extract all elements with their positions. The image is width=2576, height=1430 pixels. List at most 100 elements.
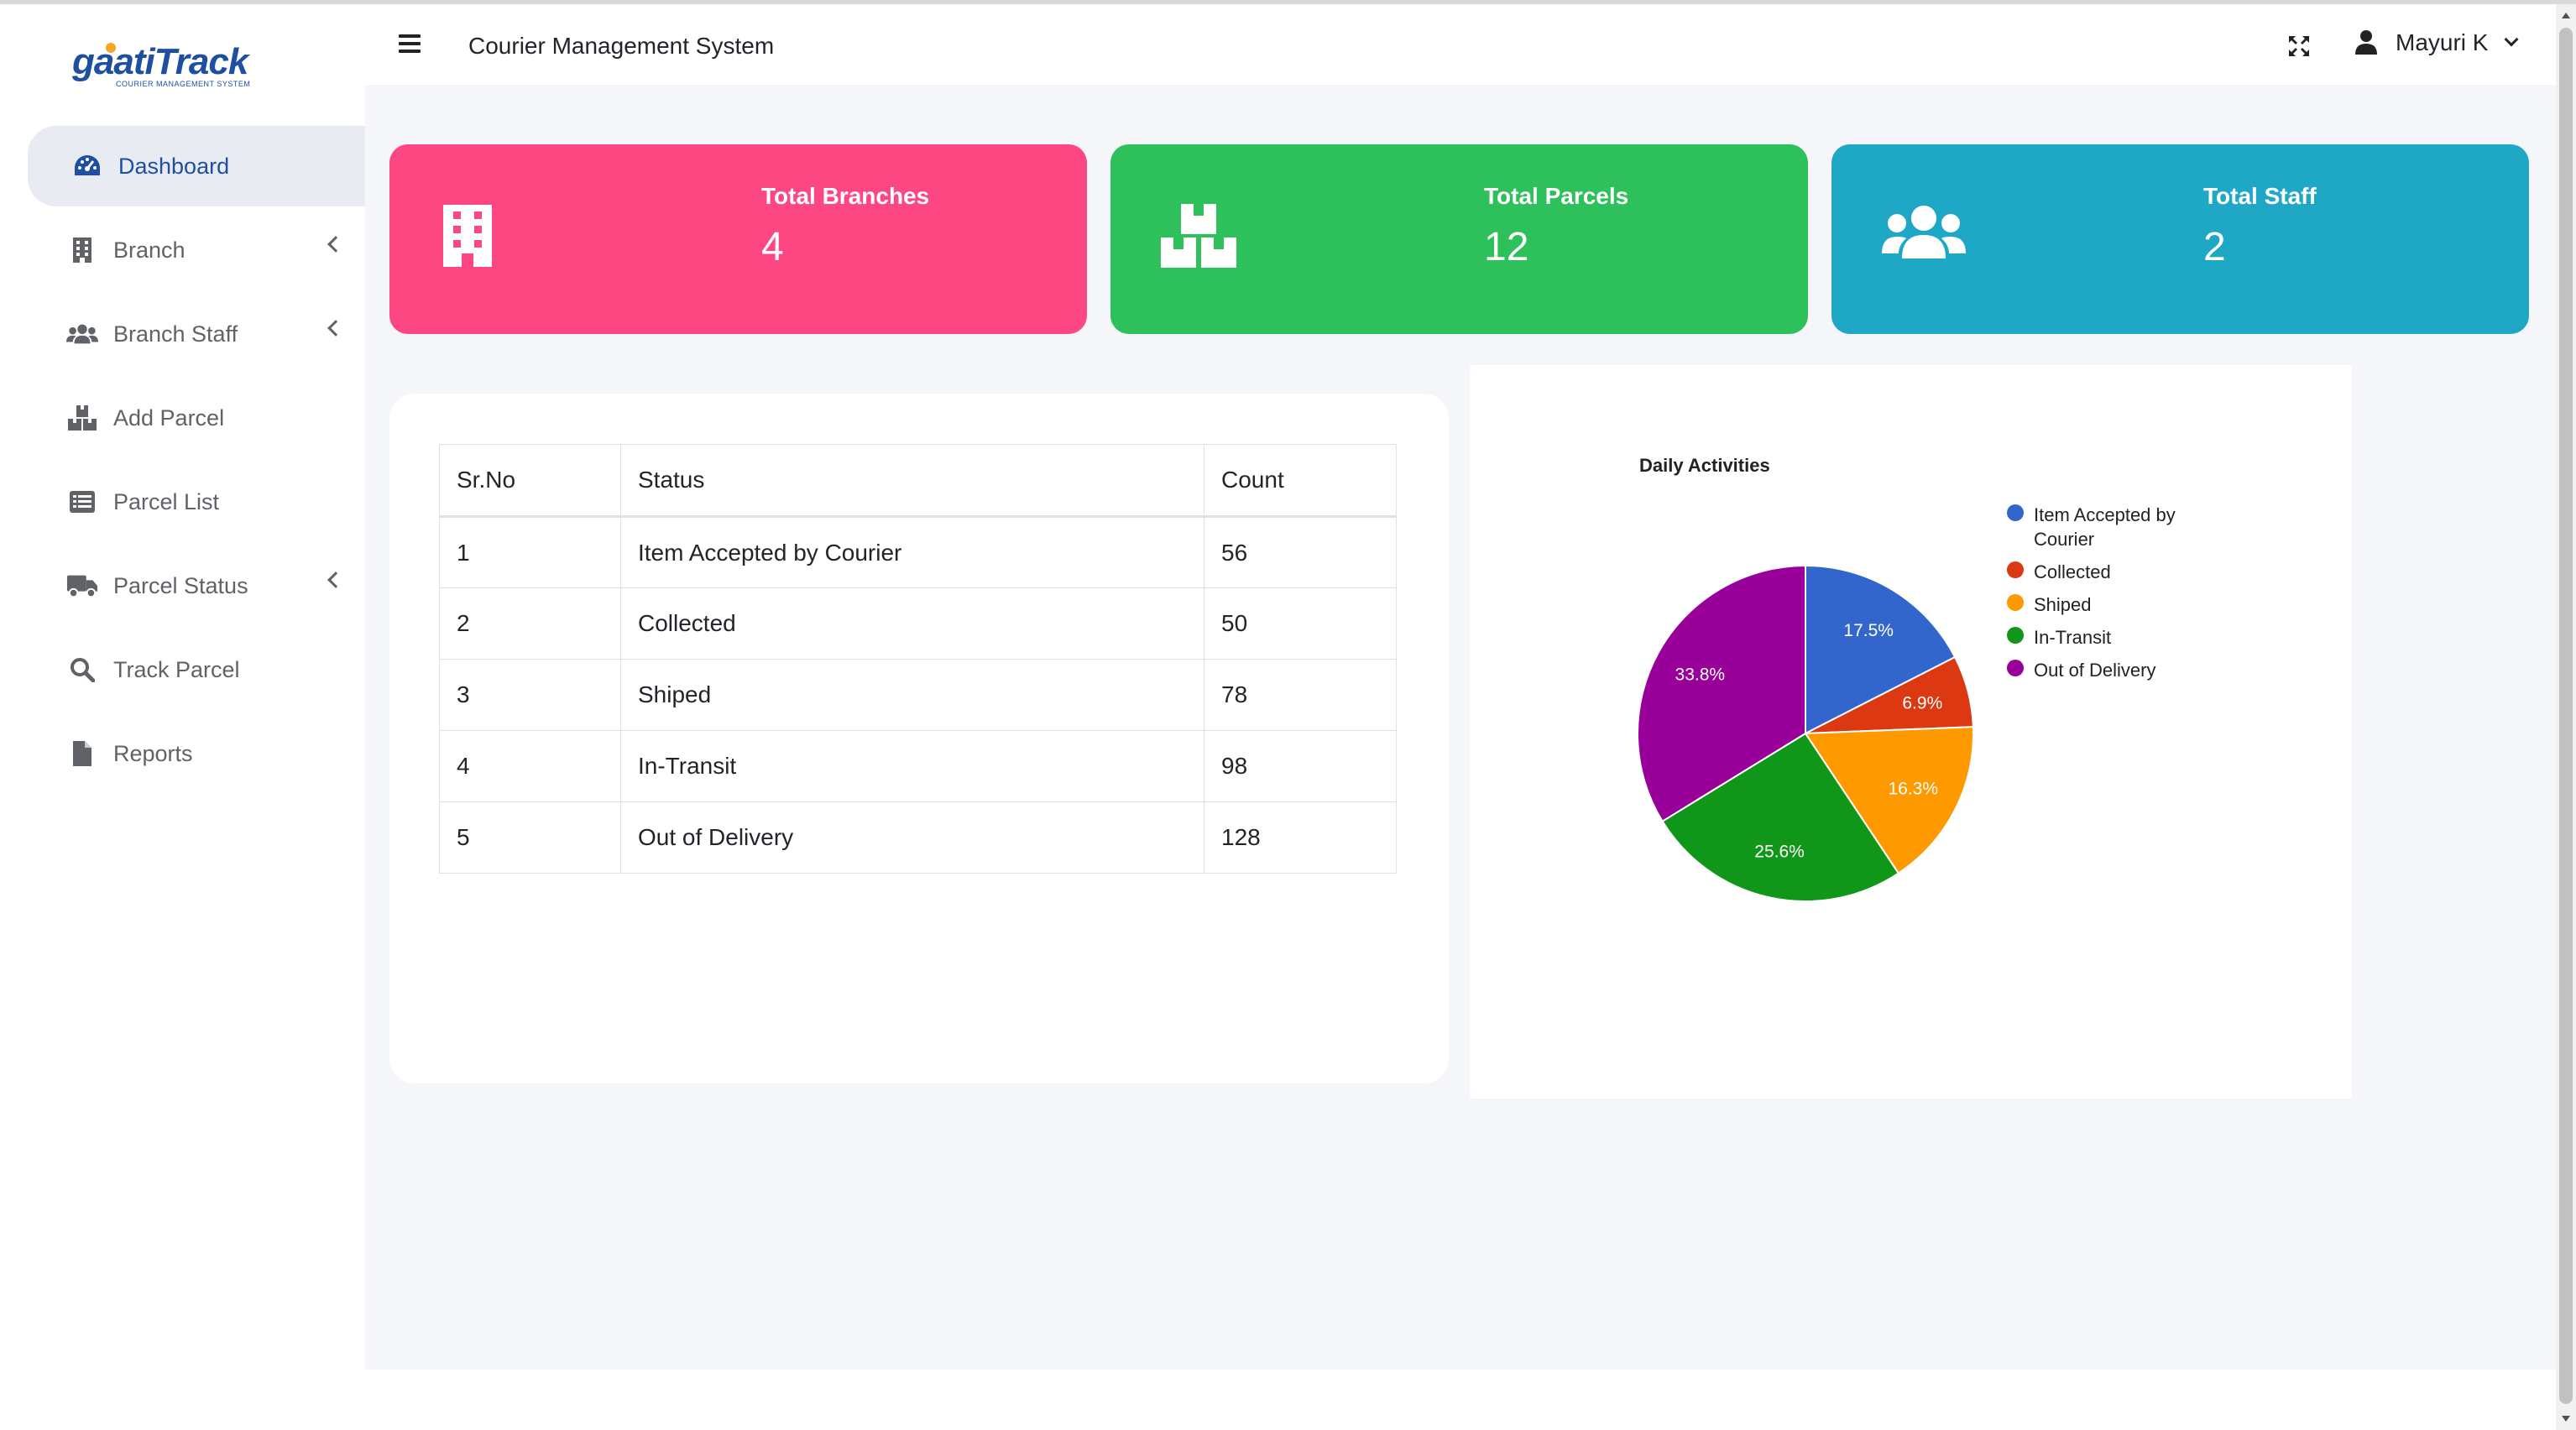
legend-label: Collected bbox=[2034, 561, 2111, 582]
sidebar-item-track-parcel[interactable]: Track Parcel bbox=[28, 629, 365, 710]
sidebar-item-label: Parcel List bbox=[113, 488, 220, 514]
fullscreen-expand-icon[interactable] bbox=[2287, 34, 2311, 58]
sidebar-item-label: Track Parcel bbox=[113, 656, 240, 682]
card-title: Total Staff bbox=[2203, 183, 2317, 209]
building-icon bbox=[440, 203, 524, 279]
vertical-scrollbar[interactable] bbox=[2556, 4, 2576, 1430]
table-row: 2 Collected 50 bbox=[439, 587, 1397, 660]
card-total-branches[interactable]: Total Branches 4 bbox=[389, 144, 1087, 334]
dashboard-gauge-icon bbox=[71, 153, 103, 180]
chevron-left-icon bbox=[327, 236, 344, 253]
sidebar-item-branch-staff[interactable]: Branch Staff bbox=[28, 294, 365, 374]
file-icon bbox=[66, 740, 98, 767]
sidebar-item-parcel-list[interactable]: Parcel List bbox=[28, 462, 365, 542]
card-total-staff[interactable]: Total Staff 2 bbox=[1831, 144, 2529, 334]
pie-slice[interactable] bbox=[1805, 564, 1957, 735]
legend-item[interactable]: Item Accepted by Courier bbox=[2007, 503, 2218, 551]
column-header: Count bbox=[1204, 444, 1397, 518]
scroll-down-arrow-icon[interactable] bbox=[2562, 1416, 2570, 1422]
browser-top-border bbox=[0, 0, 2576, 4]
card-total-parcels[interactable]: Total Parcels 12 bbox=[1110, 144, 1808, 334]
daily-activities-chart-card: 17.5% 6.9% 16.3% 25.6% 33.8% Daily Activitie… bbox=[1470, 365, 2352, 1099]
page-footer-area bbox=[365, 1370, 2556, 1430]
list-icon bbox=[66, 488, 98, 515]
user-icon bbox=[2355, 29, 2380, 56]
chart-legend: Item Accepted by Courier Collected Shipe… bbox=[2007, 503, 2218, 691]
logo-dot bbox=[106, 43, 116, 53]
table-cell: 3 bbox=[439, 659, 621, 731]
table-cell: 50 bbox=[1204, 587, 1397, 660]
pie-slice[interactable] bbox=[1804, 726, 1974, 874]
table-cell: In-Transit bbox=[620, 730, 1204, 802]
card-value: 2 bbox=[2203, 225, 2226, 269]
logo-subtitle: COURIER MANAGEMENT SYSTEM bbox=[116, 80, 251, 88]
card-title: Total Parcels bbox=[1484, 183, 1629, 209]
sidebar-item-label: Branch bbox=[113, 237, 185, 263]
pie-slice-label: 6.9% bbox=[1902, 694, 1942, 713]
legend-swatch bbox=[2007, 660, 2024, 676]
chevron-down-icon bbox=[2504, 32, 2519, 47]
building-icon bbox=[66, 237, 98, 264]
pie-slice-label: 17.5% bbox=[1843, 621, 1894, 640]
table-row: 1 Item Accepted by Courier 56 bbox=[439, 516, 1397, 588]
boxes-icon bbox=[66, 404, 98, 431]
brand-logo[interactable]: gaatiTrack COURIER MANAGEMENT SYSTEM bbox=[72, 41, 274, 108]
user-menu[interactable]: Mayuri K bbox=[2355, 29, 2519, 56]
search-icon bbox=[66, 656, 98, 683]
top-header: Courier Management System Mayuri K bbox=[365, 4, 2556, 85]
pie-slice-label: 16.3% bbox=[1888, 780, 1938, 799]
users-icon bbox=[66, 321, 98, 347]
legend-swatch bbox=[2007, 561, 2024, 578]
sidebar-item-branch[interactable]: Branch bbox=[28, 210, 365, 290]
table-header-row: Sr.No Status Count bbox=[439, 444, 1397, 518]
table-row: 5 Out of Delivery 128 bbox=[439, 801, 1397, 874]
pie-slice[interactable] bbox=[1637, 564, 1806, 823]
chevron-left-icon bbox=[327, 571, 344, 588]
legend-item[interactable]: Collected bbox=[2007, 560, 2218, 584]
legend-label: Shiped bbox=[2034, 594, 2092, 615]
table-cell: 56 bbox=[1204, 516, 1397, 588]
table-cell: Out of Delivery bbox=[620, 801, 1204, 874]
truck-icon bbox=[66, 572, 98, 599]
sidebar: gaatiTrack COURIER MANAGEMENT SYSTEM Das… bbox=[0, 4, 365, 1430]
logo-text: gaatiTrack bbox=[72, 41, 248, 82]
scrollbar-thumb[interactable] bbox=[2559, 28, 2573, 1404]
table-cell: 1 bbox=[439, 516, 621, 588]
scroll-up-arrow-icon[interactable] bbox=[2562, 13, 2570, 18]
sidebar-item-add-parcel[interactable]: Add Parcel bbox=[28, 378, 365, 458]
users-icon bbox=[1882, 203, 1966, 279]
legend-swatch bbox=[2007, 594, 2024, 611]
table-cell: 4 bbox=[439, 730, 621, 802]
legend-item[interactable]: Out of Delivery bbox=[2007, 658, 2218, 682]
sidebar-item-label: Branch Staff bbox=[113, 321, 238, 347]
status-table-card: Sr.No Status Count 1 Item Accepted by Co… bbox=[389, 394, 1449, 1083]
sidebar-item-label: Parcel Status bbox=[113, 572, 248, 598]
status-table: Sr.No Status Count 1 Item Accepted by Co… bbox=[439, 444, 1397, 874]
legend-label: Out of Delivery bbox=[2034, 660, 2156, 681]
table-cell: Collected bbox=[620, 587, 1204, 660]
sidebar-item-label: Add Parcel bbox=[113, 404, 225, 431]
hamburger-menu-icon[interactable] bbox=[399, 34, 421, 53]
table-row: 4 In-Transit 98 bbox=[439, 730, 1397, 802]
sidebar-item-reports[interactable]: Reports bbox=[28, 713, 365, 794]
legend-item[interactable]: Shiped bbox=[2007, 592, 2218, 617]
legend-label: In-Transit bbox=[2034, 627, 2112, 648]
legend-swatch bbox=[2007, 504, 2024, 521]
sidebar-nav: Dashboard Branch Branch Staff Add Parcel bbox=[28, 126, 365, 797]
sidebar-item-parcel-status[interactable]: Parcel Status bbox=[28, 545, 365, 626]
legend-label: Item Accepted by Courier bbox=[2034, 504, 2176, 550]
table-cell: 2 bbox=[439, 587, 621, 660]
column-header: Status bbox=[620, 444, 1204, 518]
table-cell: 128 bbox=[1204, 801, 1397, 874]
user-name: Mayuri K bbox=[2396, 29, 2489, 55]
card-value: 12 bbox=[1484, 225, 1529, 269]
column-header: Sr.No bbox=[439, 444, 621, 518]
table-cell: 78 bbox=[1204, 659, 1397, 731]
pie-chart: 17.5% 6.9% 16.3% 25.6% 33.8% bbox=[1637, 564, 1974, 902]
table-cell: Shiped bbox=[620, 659, 1204, 731]
card-value: 4 bbox=[761, 225, 784, 269]
pie-slice[interactable] bbox=[1661, 732, 1900, 902]
sidebar-item-dashboard[interactable]: Dashboard bbox=[28, 126, 365, 206]
table-cell: 98 bbox=[1204, 730, 1397, 802]
legend-item[interactable]: In-Transit bbox=[2007, 625, 2218, 650]
